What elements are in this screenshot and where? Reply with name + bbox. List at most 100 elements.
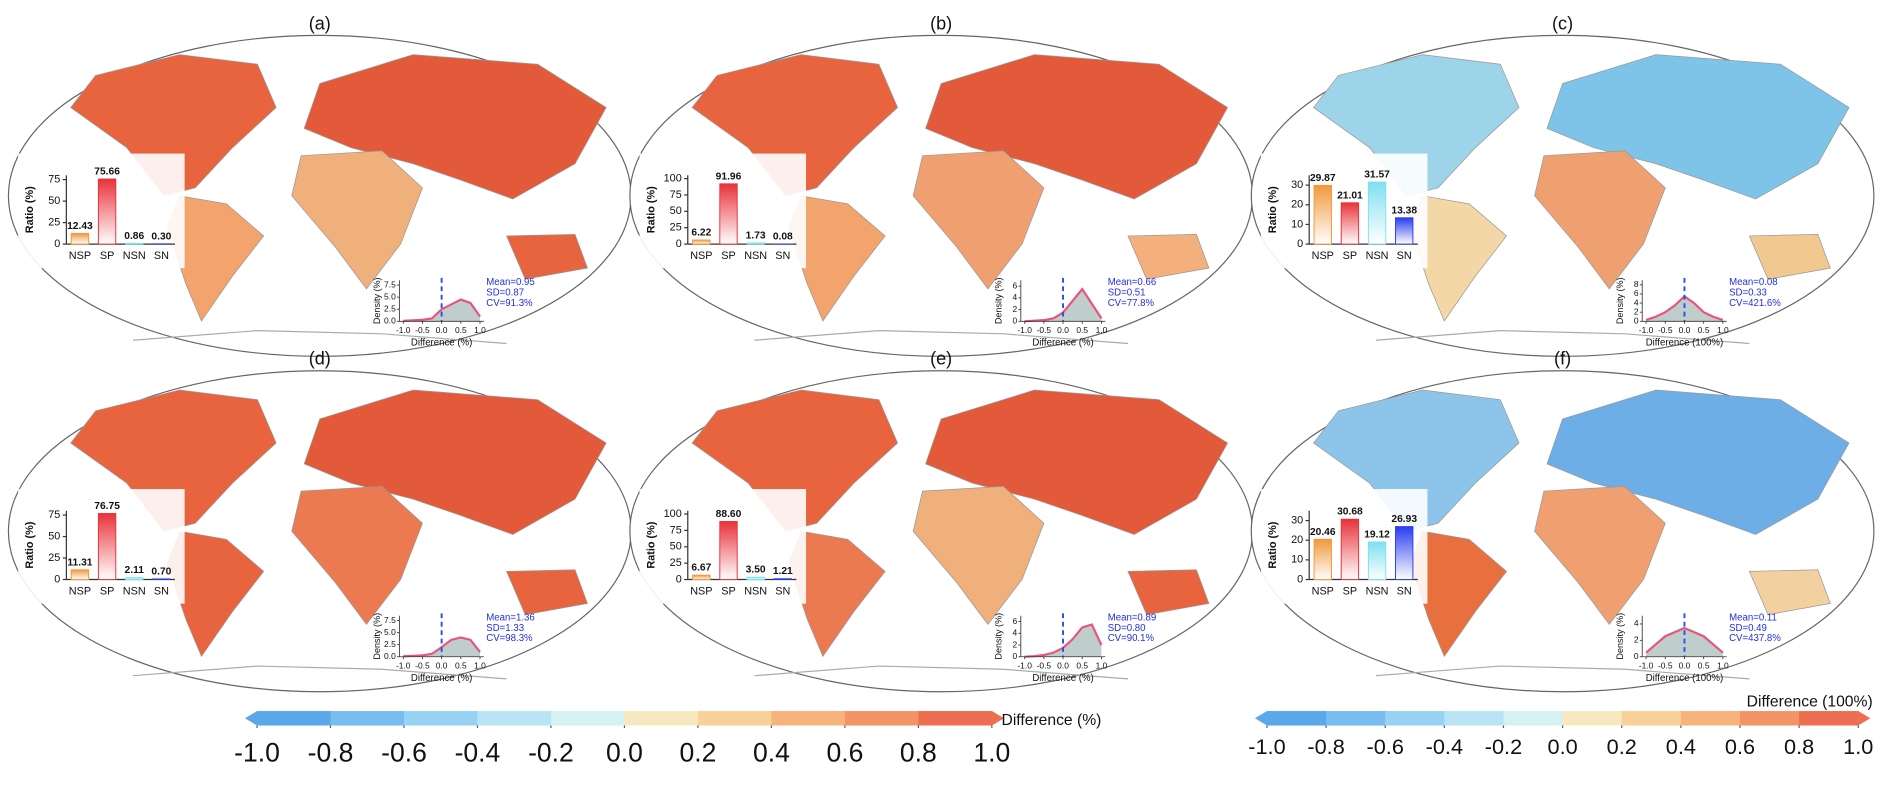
x-tick-label: 1.0 xyxy=(1717,661,1729,671)
x-tick-label: 0.0 xyxy=(1057,661,1069,671)
bar-value-label: 75.66 xyxy=(94,167,120,178)
x-axis-label: Difference (%) xyxy=(1032,338,1093,349)
stat-label: SD=0.87 xyxy=(486,287,524,298)
antarctica xyxy=(754,665,1129,680)
colorbar-tick-label: -0.6 xyxy=(1367,734,1404,759)
y-tick-label: 0 xyxy=(1297,238,1303,250)
colorbar-tick-label: 0.8 xyxy=(1784,734,1814,759)
colorbar-tick-label: -0.6 xyxy=(381,738,427,768)
colorbar-tick-label: -0.2 xyxy=(1485,734,1522,759)
colorbar-tick-label: -1.0 xyxy=(1248,734,1285,759)
x-tick-label: 1.0 xyxy=(1096,661,1108,671)
stat-label: Mean=0.11 xyxy=(1729,613,1777,624)
y-tick-label: 8 xyxy=(1634,279,1639,289)
continent xyxy=(291,485,423,625)
y-tick-label: 75 xyxy=(670,189,682,201)
colorbar-segment xyxy=(1444,711,1505,726)
stat-label: CV=437.8% xyxy=(1729,633,1781,644)
bar xyxy=(1340,518,1360,581)
colorbar-segment xyxy=(403,711,479,726)
colorbar-segment xyxy=(771,711,846,726)
y-tick-label: 4 xyxy=(1012,292,1017,302)
bar-value-label: 1.21 xyxy=(773,566,793,577)
antarctica xyxy=(1375,330,1750,345)
panel-label: (c) xyxy=(1552,13,1573,33)
colorbar-segment xyxy=(697,711,773,726)
bar xyxy=(719,183,738,245)
stat-label: CV=91.3% xyxy=(486,298,533,309)
continent xyxy=(1748,569,1831,616)
colorbar-segment xyxy=(1739,711,1800,726)
continent xyxy=(1546,389,1850,535)
x-tick-label: -1.0 xyxy=(396,661,411,671)
colorbar-tick-label: -0.8 xyxy=(1307,734,1344,759)
y-tick-label: 30 xyxy=(1291,179,1303,191)
continent xyxy=(912,150,1045,290)
stat-label: CV=77.8% xyxy=(1108,298,1155,309)
y-tick-label: 2.5 xyxy=(384,639,396,649)
colorbar-segment xyxy=(1562,711,1623,726)
bar-value-label: 1.73 xyxy=(746,230,766,241)
y-tick-label: 2.5 xyxy=(384,303,396,313)
y-tick-label: 0.0 xyxy=(384,316,396,326)
x-tick-label: SN xyxy=(1397,250,1412,262)
bar-value-label: 29.87 xyxy=(1310,173,1336,184)
x-tick-label: SP xyxy=(1343,585,1357,597)
x-tick-label: NSN xyxy=(744,585,767,597)
y-axis-label: Density (%) xyxy=(372,613,382,660)
bar xyxy=(746,576,765,581)
colorbar-tick-label: 0.6 xyxy=(1725,734,1755,759)
colorbar-tick-label: -0.4 xyxy=(1426,734,1463,759)
density-area xyxy=(1646,296,1723,322)
x-tick-label: 1.0 xyxy=(1096,325,1108,335)
bar-value-label: 0.08 xyxy=(773,231,793,242)
continent xyxy=(505,569,588,616)
colorbar-segment xyxy=(1326,711,1386,726)
x-tick-label: -1.0 xyxy=(396,325,411,335)
y-tick-label: 50 xyxy=(48,195,60,207)
y-tick-label: 5.0 xyxy=(384,291,396,301)
x-tick-label: 0.5 xyxy=(1076,325,1088,335)
colorbar-tick-label: -1.0 xyxy=(234,738,280,768)
colorbar-segment xyxy=(257,711,332,726)
x-axis-label: Difference (%) xyxy=(1032,673,1093,684)
x-tick-label: -0.5 xyxy=(415,325,430,335)
y-tick-label: 100 xyxy=(664,172,682,184)
bar-value-label: 0.30 xyxy=(151,231,171,242)
panel-label: (d) xyxy=(309,349,331,369)
x-tick-label: 1.0 xyxy=(474,325,486,335)
x-tick-label: 0.5 xyxy=(1076,661,1088,671)
x-tick-label: 0.5 xyxy=(455,325,467,335)
bar-value-label: 20.46 xyxy=(1310,527,1336,538)
stat-label: SD=0.51 xyxy=(1108,287,1146,298)
bar xyxy=(1313,538,1332,581)
y-tick-label: 6 xyxy=(1012,280,1017,290)
x-tick-label: -0.5 xyxy=(415,661,430,671)
bar xyxy=(70,569,90,581)
colorbar-tick-label: 0.2 xyxy=(1607,734,1637,759)
antarctica xyxy=(132,330,507,345)
y-tick-label: 4 xyxy=(1634,618,1639,628)
bar xyxy=(1395,217,1414,245)
y-axis-label: Density (%) xyxy=(372,277,382,324)
x-tick-label: SP xyxy=(721,250,735,262)
y-tick-label: 6 xyxy=(1634,288,1639,298)
y-axis-label: Ratio (%) xyxy=(645,186,657,233)
bar-value-label: 26.93 xyxy=(1391,514,1417,525)
x-tick-label: NSN xyxy=(1366,250,1389,262)
bar xyxy=(719,521,738,581)
y-tick-label: 5.0 xyxy=(384,627,396,637)
colorbar-tick-label: 1.0 xyxy=(973,738,1010,768)
bar xyxy=(746,242,765,245)
continent xyxy=(691,389,899,532)
antarctica xyxy=(754,330,1129,345)
stat-label: Mean=0.95 xyxy=(486,277,535,288)
antarctica xyxy=(132,665,507,680)
y-tick-label: 4 xyxy=(1634,297,1639,307)
y-tick-label: 7.5 xyxy=(384,615,396,625)
colorbar-segment xyxy=(1680,711,1741,726)
bar-value-label: 19.12 xyxy=(1364,529,1390,540)
x-tick-label: NSN xyxy=(123,585,146,597)
continent xyxy=(70,54,277,197)
y-axis-label: Ratio (%) xyxy=(24,186,36,233)
